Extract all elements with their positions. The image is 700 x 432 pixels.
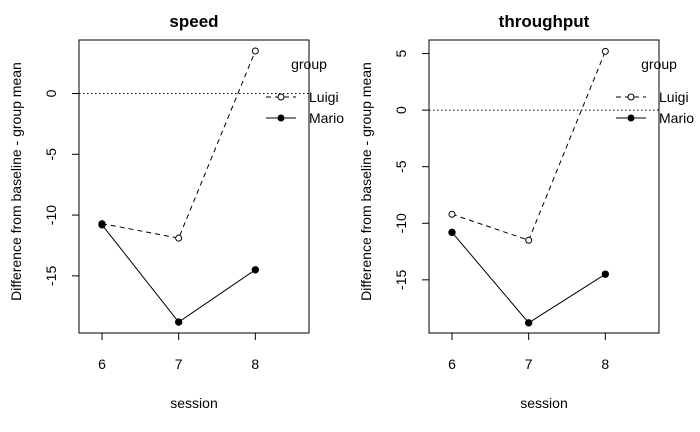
legend-label-Luigi: Luigi xyxy=(659,89,689,105)
x-tick-label: 7 xyxy=(525,356,533,372)
y-axis-label: Difference from baseline - group mean xyxy=(358,62,374,301)
series-Mario xyxy=(448,228,610,327)
series-Mario xyxy=(98,221,260,326)
plot-frame xyxy=(78,39,310,334)
legend-marker-Mario xyxy=(277,114,285,122)
data-point-Mario xyxy=(448,228,456,237)
legend-title: group xyxy=(641,56,677,72)
y-tick-label: -10 xyxy=(393,213,409,233)
x-tick-label: 8 xyxy=(251,356,259,372)
data-point-Luigi xyxy=(525,236,533,244)
legend-title: group xyxy=(291,56,327,72)
chart-title: throughput xyxy=(499,12,590,31)
y-tick-label: -15 xyxy=(43,266,59,286)
x-tick-label: 6 xyxy=(448,356,456,372)
y-tick-label: 0 xyxy=(393,106,409,114)
y-tick-label: -10 xyxy=(43,205,59,225)
x-axis-label: session xyxy=(520,395,567,411)
legend: group Luigi Mario xyxy=(616,56,694,126)
data-point-Mario xyxy=(251,266,260,274)
x-tick-label: 6 xyxy=(98,356,106,372)
legend-marker-Luigi xyxy=(627,93,635,101)
data-point-Mario xyxy=(601,270,610,278)
y-tick-label: -15 xyxy=(393,269,409,289)
data-point-Luigi xyxy=(251,47,259,55)
legend-label-Mario: Mario xyxy=(659,110,694,126)
x-tick-label: 7 xyxy=(175,356,183,372)
x-axis-label: session xyxy=(170,395,217,411)
plot-frame xyxy=(428,39,660,334)
panel-throughput: throughput 5 0 -5 -10 -15 6 7 8 session Difference… xyxy=(358,12,694,411)
series-line-Luigi xyxy=(451,51,606,241)
y-axis-label: Difference from baseline - group mean xyxy=(8,62,24,301)
panel-speed: speed 0 -5 -10 -15 6 7 8 session Difference from … xyxy=(8,12,344,411)
data-point-Luigi xyxy=(601,47,609,55)
legend-marker-Mario xyxy=(627,114,635,122)
series-line-Mario xyxy=(451,231,606,324)
chart-title: speed xyxy=(169,12,218,31)
legend: group Luigi Mario xyxy=(266,56,344,126)
series-line-Luigi xyxy=(101,50,256,239)
legend-label-Luigi: Luigi xyxy=(309,89,339,105)
series-Luigi xyxy=(448,47,609,244)
y-tick-label: -5 xyxy=(393,160,409,173)
x-tick-label: 8 xyxy=(601,356,609,372)
y-tick-label: 0 xyxy=(43,89,59,97)
legend-marker-Luigi xyxy=(277,93,285,101)
data-point-Mario xyxy=(98,221,106,229)
data-point-Mario xyxy=(174,318,183,326)
series-Luigi xyxy=(98,47,259,242)
data-point-Luigi xyxy=(448,210,456,218)
data-point-Luigi xyxy=(175,234,183,242)
legend-label-Mario: Mario xyxy=(309,110,344,126)
y-tick-label: -5 xyxy=(43,148,59,161)
data-point-Mario xyxy=(524,319,533,327)
y-tick-label: 5 xyxy=(393,49,409,57)
